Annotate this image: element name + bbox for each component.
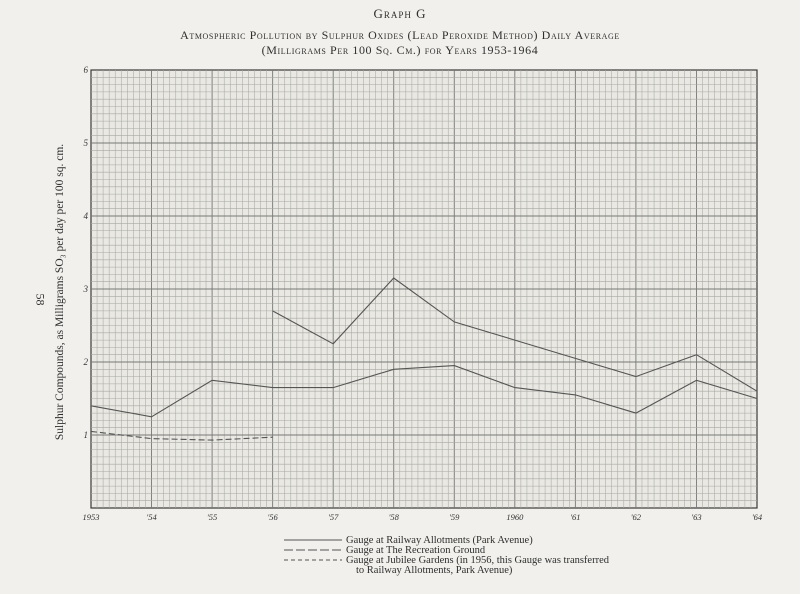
y-tick-label: 1 bbox=[84, 430, 89, 440]
y-tick-label: 6 bbox=[84, 65, 89, 75]
chart-title: Graph G bbox=[373, 6, 427, 21]
chart-series bbox=[90, 277, 758, 441]
chart-grid bbox=[90, 69, 758, 509]
x-tick-label: '57 bbox=[328, 512, 339, 522]
chart-title-block: Graph G Atmospheric Pollution by Sulphur… bbox=[0, 6, 800, 58]
x-tick-label: '54 bbox=[146, 512, 157, 522]
series-line-3 bbox=[90, 430, 273, 441]
chart-subtitle-line1: Atmospheric Pollution by Sulphur Oxides … bbox=[180, 28, 620, 42]
x-tick-label: 1953 bbox=[83, 512, 100, 522]
y-tick-label: 4 bbox=[84, 211, 89, 221]
series-line-2 bbox=[272, 277, 758, 392]
chart-ticks: 1 2 3 4 5 6 1953 '54 '55 '56 '57 '58 '59 1960 '61 '62 '6… bbox=[83, 65, 763, 522]
legend-swatch-solid bbox=[284, 536, 342, 546]
x-tick-label: '56 bbox=[267, 512, 278, 522]
x-tick-label: '59 bbox=[449, 512, 460, 522]
x-tick-label: '64 bbox=[752, 512, 763, 522]
legend-item-recreation: Gauge at The Recreation Ground bbox=[284, 545, 609, 556]
legend-label-railway: Gauge at Railway Allotments (Park Avenue… bbox=[346, 535, 533, 546]
x-tick-label: '62 bbox=[631, 512, 642, 522]
chart-legend: Gauge at Railway Allotments (Park Avenue… bbox=[284, 535, 609, 578]
x-tick-label: '55 bbox=[207, 512, 217, 522]
legend-item-jubilee: Gauge at Jubilee Gardens (in 1956, this … bbox=[284, 555, 609, 578]
legend-swatch-short-dash bbox=[284, 556, 342, 566]
y-tick-label: 5 bbox=[84, 138, 89, 148]
chart-subtitle-line2: (Milligrams Per 100 Sq. Cm.) for Years 1… bbox=[261, 43, 539, 57]
legend-swatch-long-dash bbox=[284, 546, 342, 556]
x-tick-label: '61 bbox=[570, 512, 580, 522]
x-tick-label: 1960 bbox=[506, 512, 524, 522]
legend-label-jubilee: Gauge at Jubilee Gardens (in 1956, this … bbox=[346, 555, 609, 566]
y-tick-label: 3 bbox=[83, 284, 89, 294]
legend-item-railway: Gauge at Railway Allotments (Park Avenue… bbox=[284, 535, 609, 546]
legend-label-jubilee-cont: to Railway Allotments, Park Avenue) bbox=[356, 565, 513, 576]
x-tick-label: '63 bbox=[691, 512, 701, 522]
series-line-1 bbox=[90, 365, 758, 418]
y-tick-label: 2 bbox=[84, 357, 89, 367]
x-tick-label: '58 bbox=[389, 512, 400, 522]
legend-label-recreation: Gauge at The Recreation Ground bbox=[346, 545, 486, 556]
